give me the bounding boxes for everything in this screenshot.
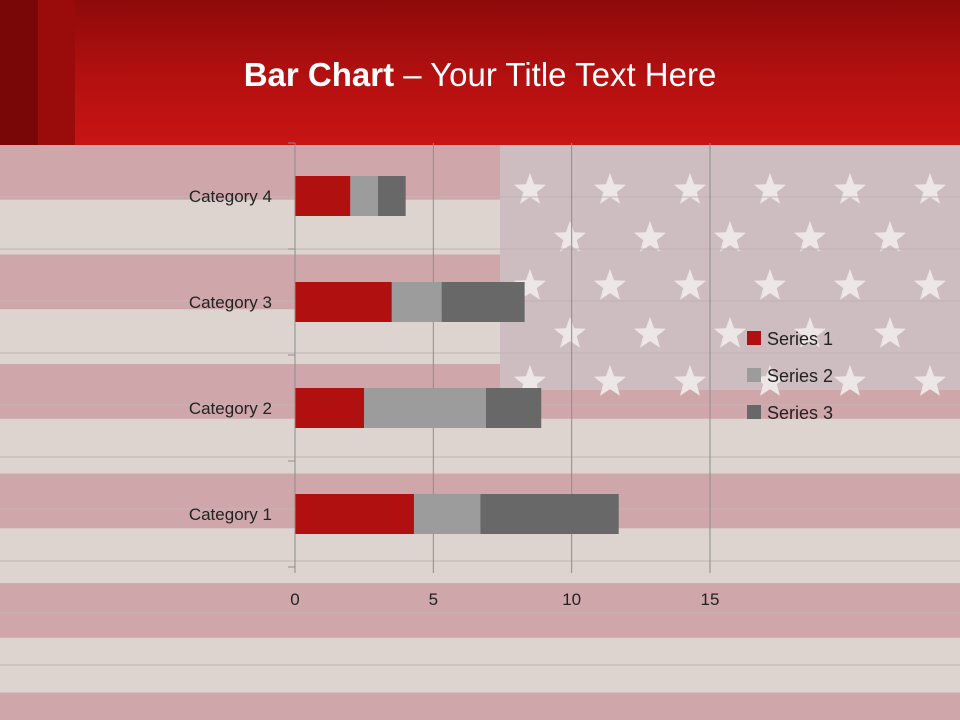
flag-star (633, 317, 667, 348)
legend-swatch (747, 368, 761, 382)
flag-star (713, 317, 747, 348)
legend-swatch (747, 405, 761, 419)
slide-title-rest: – Your Title Text Here (394, 56, 717, 93)
category-label: Category 3 (189, 293, 272, 312)
flag-star (513, 269, 547, 300)
flag-star (833, 365, 867, 396)
x-tick-label: 10 (562, 590, 581, 609)
bar-series-3 (378, 176, 406, 216)
flag-star (913, 173, 947, 204)
flag-stripe (0, 583, 960, 638)
flag-star (833, 269, 867, 300)
legend-label: Series 1 (767, 329, 833, 349)
header-accent-block (38, 0, 75, 145)
slide-title-bold: Bar Chart (243, 56, 395, 93)
flag-star (553, 317, 587, 348)
slide-title: Bar Chart – Your Title Text Here (0, 56, 960, 94)
legend-label: Series 2 (767, 366, 833, 386)
x-tick-label: 15 (701, 590, 720, 609)
flag-star (593, 269, 627, 300)
flag-star (833, 173, 867, 204)
bar-series-2 (364, 388, 486, 428)
bar-series-1 (295, 388, 365, 428)
bar-series-2 (391, 282, 442, 322)
flag-stripe (0, 692, 960, 720)
bar-series-3 (485, 388, 542, 428)
flag-star (793, 317, 827, 348)
bar-series-1 (295, 494, 414, 534)
bar-series-1 (295, 176, 351, 216)
category-label: Category 2 (189, 399, 272, 418)
header-banner (0, 0, 960, 145)
flag-star (673, 269, 707, 300)
flag-star (753, 269, 787, 300)
x-tick-label: 5 (429, 590, 438, 609)
flag-canton (500, 145, 960, 390)
x-tick-label: 0 (290, 590, 299, 609)
flag-star (553, 221, 587, 252)
flag-star (673, 365, 707, 396)
bar-series-2 (350, 176, 378, 216)
flag-stripe (0, 528, 960, 584)
flag-star (753, 173, 787, 204)
bar-series-1 (295, 282, 392, 322)
flag-star (513, 365, 547, 396)
flag-star (593, 173, 627, 204)
header-accent-block (0, 0, 38, 145)
legend-label: Series 3 (767, 403, 833, 423)
flag-star (913, 269, 947, 300)
flag-star (753, 365, 787, 396)
bar-series-2 (413, 494, 481, 534)
bar-series-3 (441, 282, 525, 322)
flag-star (913, 365, 947, 396)
flag-star (673, 173, 707, 204)
flag-star (873, 221, 907, 252)
bar-series-3 (480, 494, 619, 534)
flag-star (713, 221, 747, 252)
category-label: Category 1 (189, 505, 272, 524)
flag-star (593, 365, 627, 396)
legend-swatch (747, 331, 761, 345)
flag-star (793, 221, 827, 252)
category-label: Category 4 (189, 187, 272, 206)
flag-star (513, 173, 547, 204)
flag-star (633, 221, 667, 252)
flag-star (873, 317, 907, 348)
